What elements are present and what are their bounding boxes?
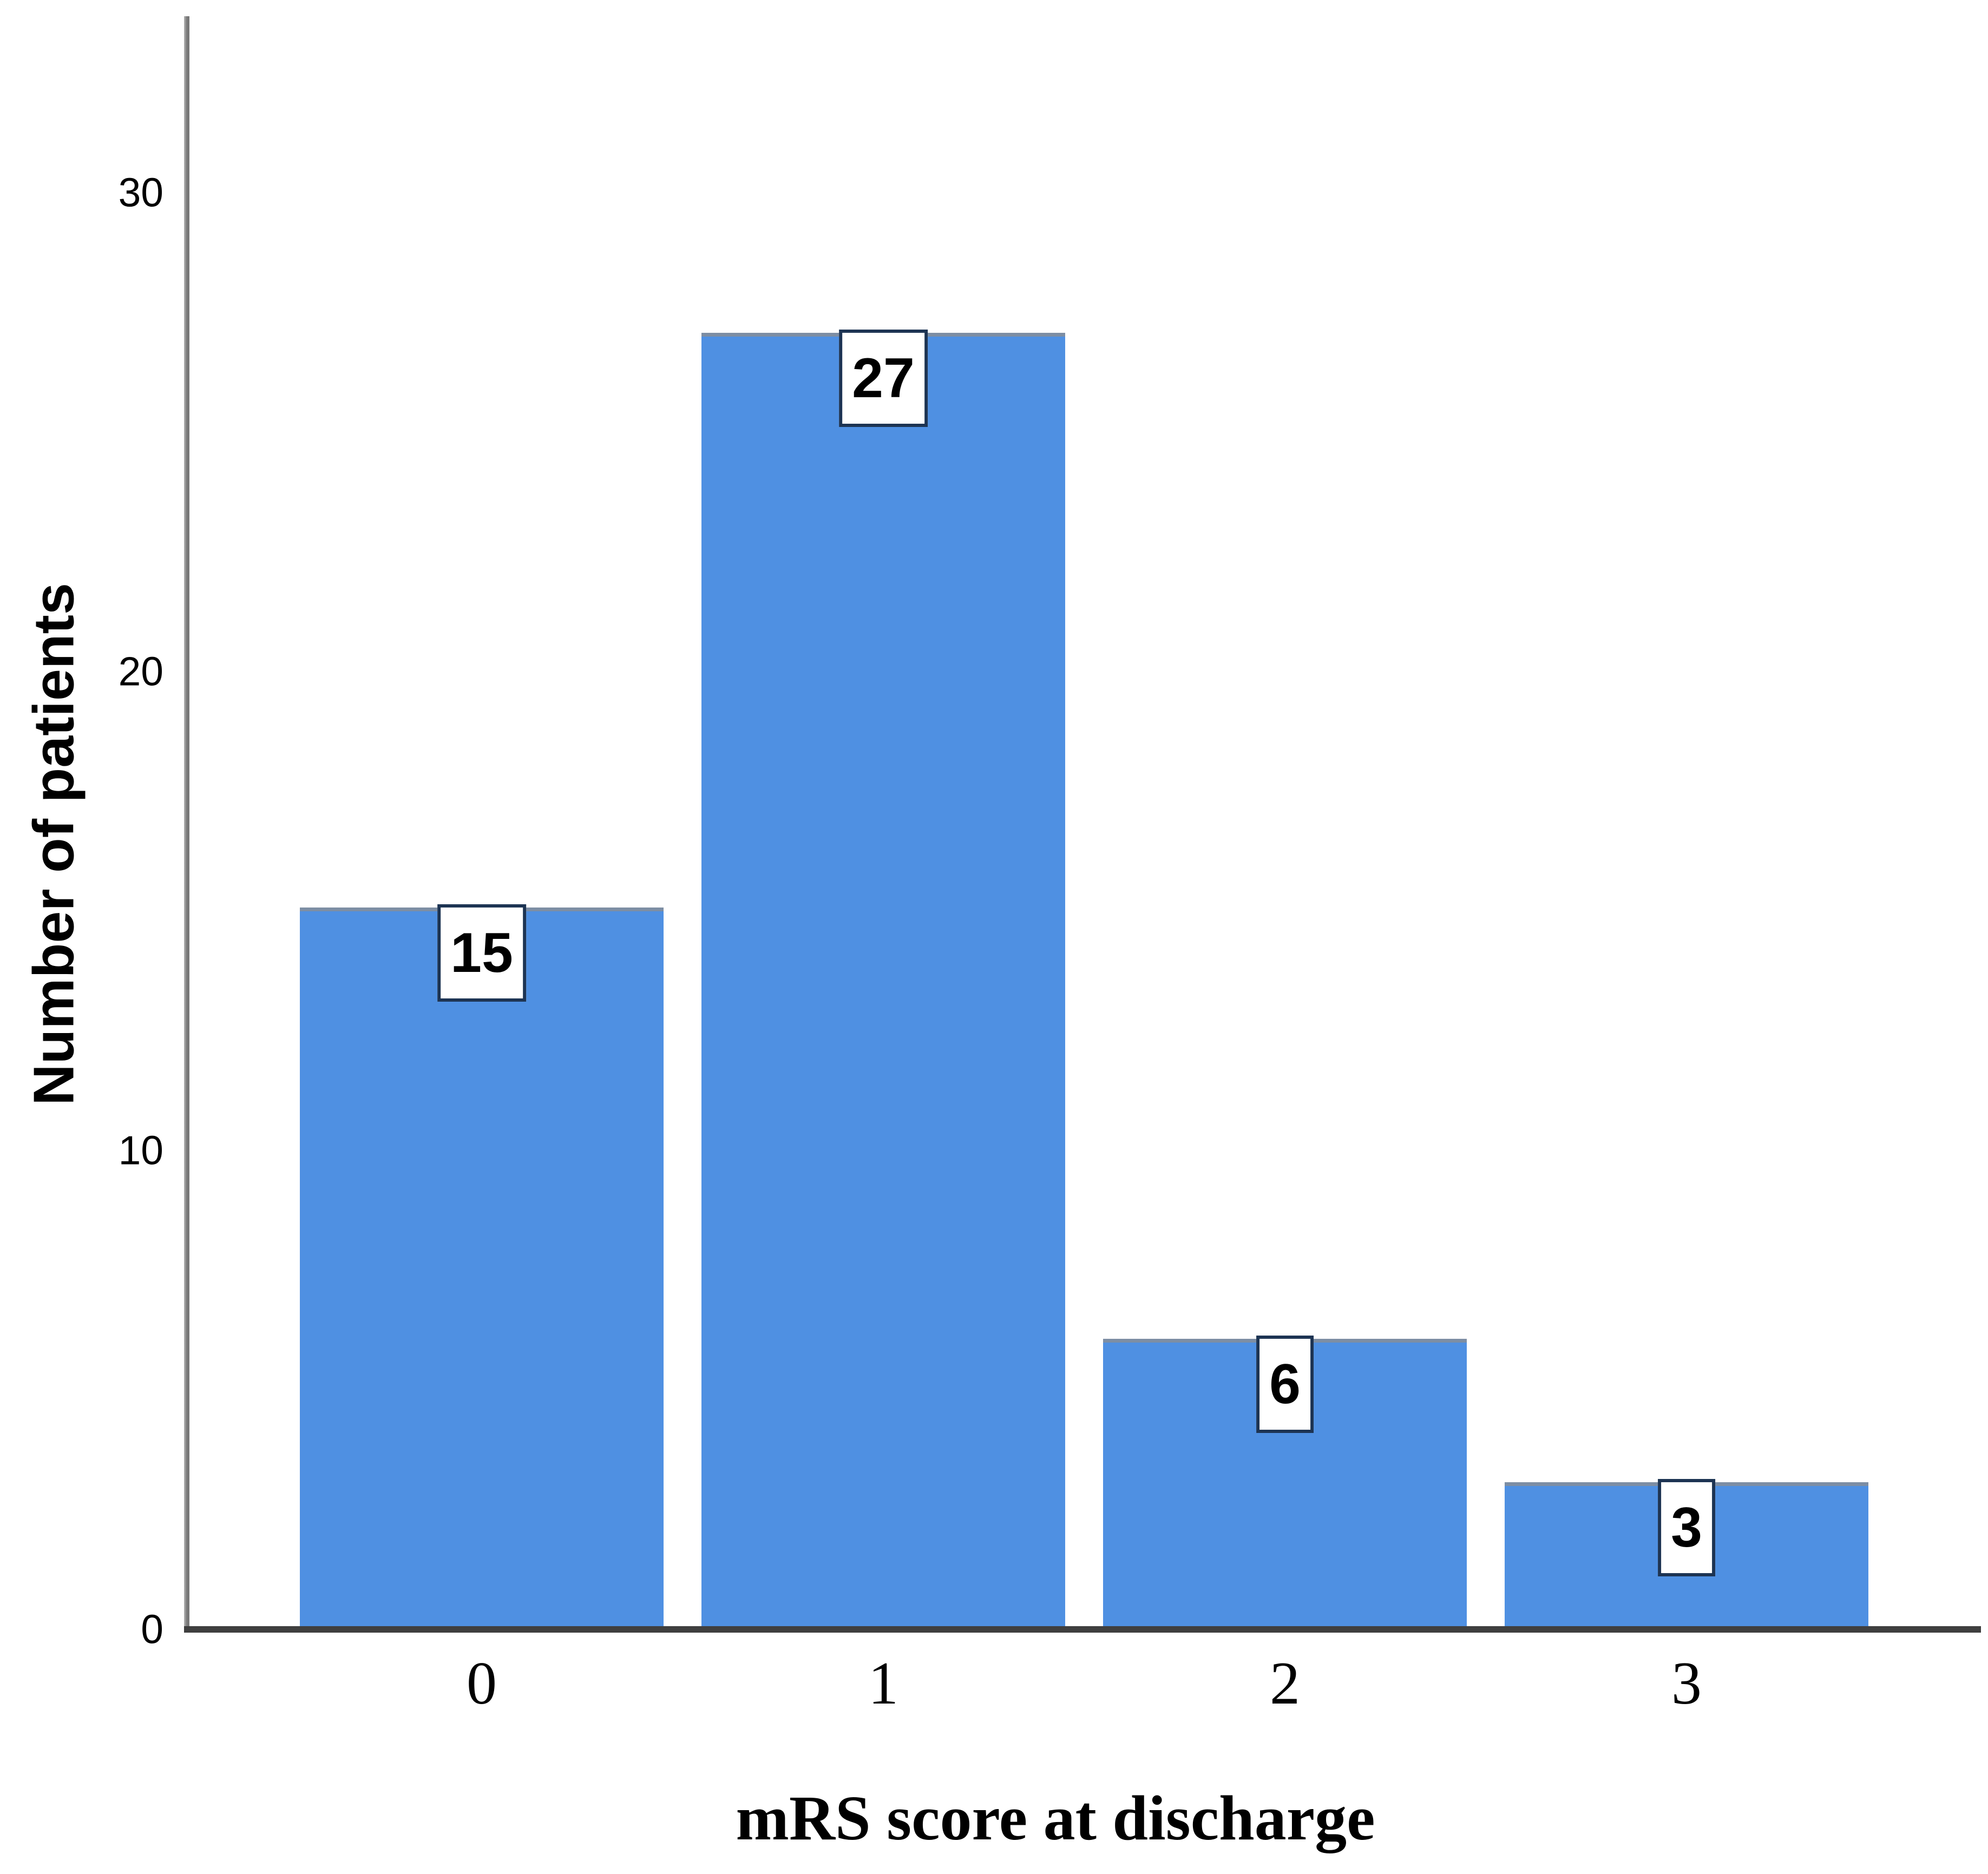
- y-tick-label: 20: [118, 648, 163, 694]
- bar-value-label: 27: [839, 330, 928, 427]
- x-tick-label: 1: [868, 1650, 898, 1717]
- x-axis-line: [184, 1626, 1981, 1633]
- x-tick-label: 0: [467, 1650, 497, 1717]
- x-tick-label: 3: [1671, 1650, 1702, 1717]
- bar-value-label: 3: [1658, 1479, 1715, 1576]
- y-tick-label: 30: [118, 169, 163, 215]
- bar-mrs-1: [701, 333, 1065, 1626]
- bar-value-label: 6: [1256, 1336, 1314, 1433]
- y-axis-line: [184, 16, 189, 1633]
- x-axis-title: mRS score at discharge: [736, 1783, 1375, 1853]
- bar-mrs-0: [300, 908, 664, 1626]
- bar-value-label: 15: [437, 904, 526, 1002]
- y-tick-label: 0: [141, 1606, 163, 1652]
- y-tick-label: 10: [118, 1127, 163, 1173]
- x-tick-label: 2: [1270, 1650, 1300, 1717]
